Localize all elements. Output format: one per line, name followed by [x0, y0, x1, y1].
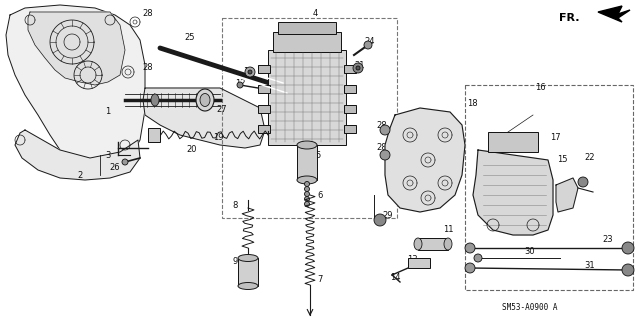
Bar: [258, 85, 270, 93]
Text: 14: 14: [390, 273, 400, 283]
Ellipse shape: [474, 254, 482, 262]
Ellipse shape: [238, 283, 258, 290]
Polygon shape: [556, 178, 578, 212]
Bar: [268, 50, 346, 145]
Ellipse shape: [356, 66, 360, 70]
Ellipse shape: [444, 238, 452, 250]
Text: 26: 26: [109, 164, 120, 173]
Text: 20: 20: [187, 145, 197, 154]
Polygon shape: [15, 130, 140, 180]
Text: 7: 7: [317, 276, 323, 285]
Bar: [418, 238, 448, 250]
Text: 3: 3: [106, 151, 111, 160]
Ellipse shape: [248, 70, 252, 74]
Ellipse shape: [245, 67, 255, 77]
Text: 28: 28: [377, 121, 387, 130]
Text: 15: 15: [557, 155, 567, 165]
Text: 13: 13: [406, 256, 417, 264]
Text: 19: 19: [212, 133, 223, 143]
Ellipse shape: [297, 176, 317, 184]
Ellipse shape: [196, 89, 214, 111]
Text: 24: 24: [365, 38, 375, 47]
Text: SM53-A0900 A: SM53-A0900 A: [502, 303, 557, 313]
Bar: [344, 85, 356, 93]
Text: 25: 25: [185, 33, 195, 42]
Text: 28: 28: [377, 144, 387, 152]
Ellipse shape: [305, 191, 310, 197]
Polygon shape: [598, 6, 630, 22]
Bar: [258, 105, 270, 113]
Polygon shape: [6, 5, 145, 168]
Bar: [222, 18, 397, 218]
Text: 23: 23: [603, 235, 613, 244]
Bar: [344, 65, 356, 73]
Text: 31: 31: [585, 261, 595, 270]
Ellipse shape: [305, 182, 310, 187]
Bar: [238, 258, 258, 286]
Text: 2: 2: [77, 170, 83, 180]
Polygon shape: [143, 88, 265, 148]
Polygon shape: [28, 12, 125, 85]
Text: FR.: FR.: [559, 13, 580, 23]
Bar: [344, 105, 356, 113]
Text: 30: 30: [525, 248, 535, 256]
Text: 6: 6: [317, 190, 323, 199]
Text: 17: 17: [550, 133, 560, 143]
Text: 11: 11: [443, 226, 453, 234]
Ellipse shape: [122, 159, 128, 165]
Text: 9: 9: [232, 257, 237, 266]
Text: 8: 8: [232, 201, 237, 210]
Ellipse shape: [364, 41, 372, 49]
Text: 22: 22: [585, 153, 595, 162]
Bar: [344, 125, 356, 133]
Ellipse shape: [237, 82, 243, 88]
Bar: [278, 22, 336, 34]
Ellipse shape: [200, 93, 210, 107]
Bar: [465, 85, 633, 290]
Ellipse shape: [622, 264, 634, 276]
Bar: [273, 32, 341, 52]
Text: 29: 29: [383, 211, 393, 219]
Polygon shape: [473, 150, 553, 235]
Ellipse shape: [374, 214, 386, 226]
Ellipse shape: [305, 202, 310, 206]
Ellipse shape: [578, 177, 588, 187]
Text: 28: 28: [143, 63, 154, 72]
Ellipse shape: [380, 125, 390, 135]
Ellipse shape: [238, 255, 258, 262]
Text: 18: 18: [467, 100, 477, 108]
Bar: [297, 145, 317, 180]
Bar: [258, 65, 270, 73]
Ellipse shape: [297, 141, 317, 149]
Ellipse shape: [151, 94, 159, 106]
Ellipse shape: [622, 242, 634, 254]
Ellipse shape: [305, 197, 310, 202]
Text: 4: 4: [312, 10, 317, 19]
Ellipse shape: [414, 238, 422, 250]
Text: 10: 10: [243, 68, 253, 77]
Text: 21: 21: [355, 61, 365, 70]
Ellipse shape: [465, 243, 475, 253]
Text: 1: 1: [106, 108, 111, 116]
Polygon shape: [385, 108, 465, 212]
Text: 5: 5: [316, 151, 321, 160]
Text: 12: 12: [235, 78, 245, 87]
Text: 16: 16: [534, 84, 545, 93]
Ellipse shape: [380, 150, 390, 160]
Text: 28: 28: [143, 10, 154, 19]
Ellipse shape: [305, 187, 310, 191]
Bar: [488, 132, 538, 152]
Bar: [148, 128, 160, 142]
Ellipse shape: [465, 263, 475, 273]
Bar: [258, 125, 270, 133]
Ellipse shape: [353, 63, 363, 73]
Bar: [408, 258, 430, 268]
Text: 27: 27: [217, 106, 227, 115]
